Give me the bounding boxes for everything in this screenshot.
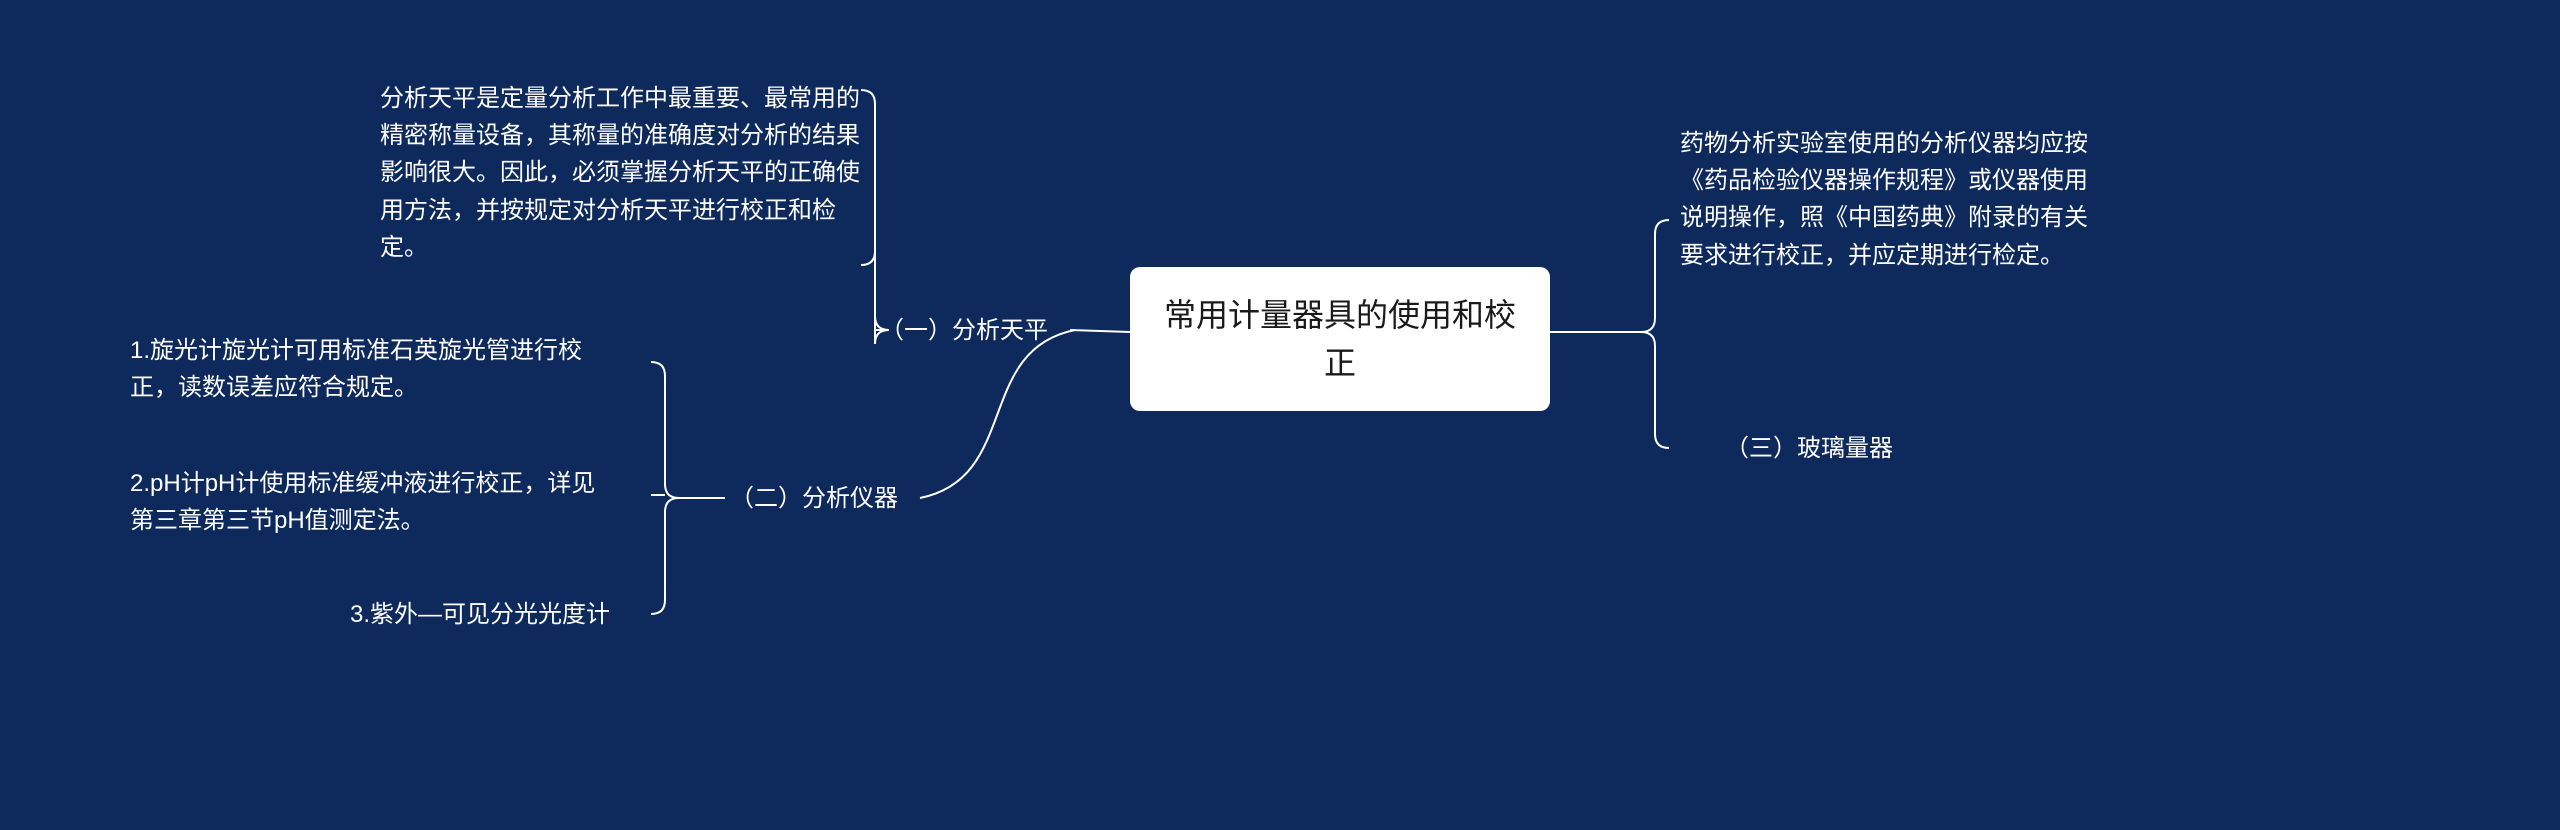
instrument-polarimeter: 1.旋光计旋光计可用标准石英旋光管进行校正，读数误差应符合规定。 bbox=[130, 332, 610, 406]
branch-glassware: （三）玻璃量器 bbox=[1725, 430, 1985, 467]
instrument-ph-meter: 2.pH计pH计使用标准缓冲液进行校正，详见第三章第三节pH值测定法。 bbox=[130, 465, 610, 539]
branch-analytical-balance: （一）分析天平 bbox=[880, 312, 1048, 349]
center-node: 常用计量器具的使用和校正 bbox=[1130, 267, 1550, 411]
branch-analytical-instruments: （二）分析仪器 bbox=[730, 480, 898, 517]
right-desc-regulations: 药物分析实验室使用的分析仪器均应按《药品检验仪器操作规程》或仪器使用说明操作，照… bbox=[1680, 125, 2110, 274]
analytical-balance-desc: 分析天平是定量分析工作中最重要、最常用的精密称量设备，其称量的准确度对分析的结果… bbox=[380, 80, 860, 266]
instrument-uv-vis: 3.紫外—可见分光光度计 bbox=[350, 596, 650, 633]
